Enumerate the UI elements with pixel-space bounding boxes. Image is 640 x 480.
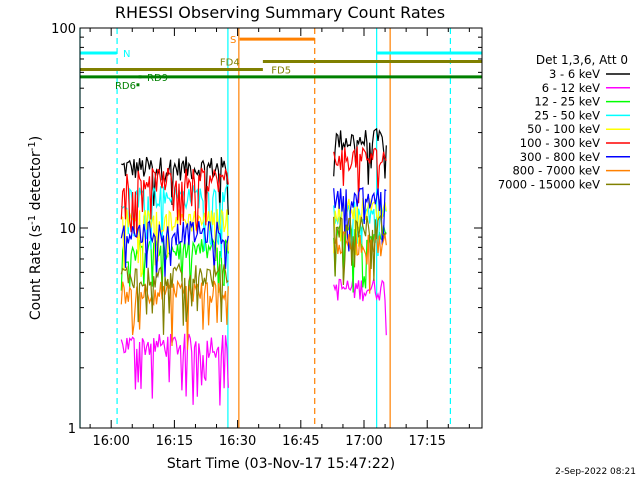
legend-label-8: 7000 - 15000 keV [498, 177, 600, 191]
y-tick-label: 1 [68, 422, 76, 437]
flag-label-n: N [123, 49, 130, 60]
footer-timestamp: 2-Sep-2022 08:21 [555, 467, 636, 477]
x-tick-label: 16:45 [282, 434, 319, 449]
x-axis-label: Start Time (03-Nov-17 15:47:22) [167, 456, 395, 472]
series-line-6 [120, 186, 387, 278]
x-tick-label: 17:00 [345, 434, 382, 449]
legend-label-0: 3 - 6 keV [549, 67, 600, 81]
plot-area: NSFD4FD5RD9RD6 [79, 28, 482, 428]
y-tick-label: 10 [59, 222, 76, 237]
legend-label-4: 50 - 100 keV [527, 122, 600, 136]
legend-label-7: 800 - 7000 keV [512, 164, 600, 178]
x-tick-label: 16:00 [92, 434, 129, 449]
axis-ticks: 16:00 16:15 16:30 16:45 17:00 17:15 1 10 100 [51, 22, 482, 449]
flag-label-rd6: RD6 [115, 81, 136, 92]
chart-title: RHESSI Observing Summary Count Rates [115, 3, 445, 22]
y-axis-label: Count Rate (s-1 detector-1) [27, 136, 44, 320]
flag-label-fd5: FD5 [271, 66, 291, 77]
flag-label-s: S [230, 35, 236, 46]
x-tick-label: 16:30 [219, 434, 256, 449]
legend-label-1: 6 - 12 keV [542, 81, 600, 95]
legend-label-6: 300 - 800 keV [520, 150, 600, 164]
legend-label-2: 12 - 25 keV [534, 95, 600, 109]
series-line-8 [120, 214, 387, 335]
flag-label-fd4: FD4 [220, 57, 240, 68]
legend-title: Det 1,3,6, Att 0 [536, 53, 628, 67]
x-tick-label: 17:15 [408, 434, 445, 449]
legend-label-3: 25 - 50 keV [534, 108, 600, 122]
y-tick-label: 100 [51, 22, 76, 37]
series-line-5 [120, 146, 387, 238]
series-line-1 [120, 277, 387, 406]
x-tick-label: 16:15 [156, 434, 193, 449]
series-line-0 [121, 127, 387, 215]
legend-label-5: 100 - 300 keV [520, 136, 600, 150]
